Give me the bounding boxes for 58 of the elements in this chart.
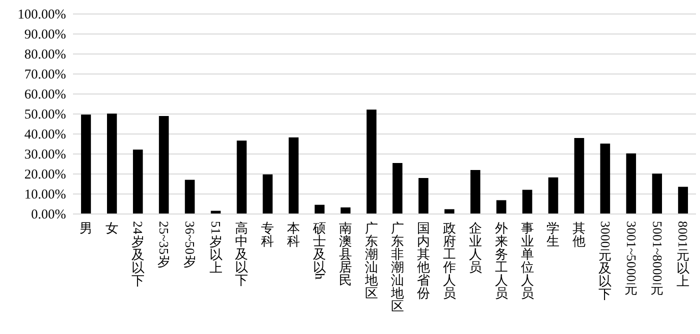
y-tick-label: 0.00%	[31, 206, 66, 222]
x-tick-label: 高中及以下	[235, 220, 248, 288]
y-tick-label: 80.00%	[24, 46, 66, 62]
bar	[470, 170, 480, 214]
x-tick-label: 外来务工人员	[494, 220, 508, 300]
bar	[132, 150, 143, 214]
y-tick-label: 10.00%	[24, 186, 66, 202]
bar	[418, 178, 428, 214]
bar	[522, 190, 532, 214]
x-tick-label: 24岁及以下	[130, 221, 146, 288]
bar	[107, 114, 117, 214]
category-label: 3001~5000元	[624, 221, 639, 296]
bar	[678, 186, 688, 214]
bar	[81, 114, 91, 214]
x-tick-label: 女	[105, 220, 118, 236]
x-tick-label: 政府工作人员	[442, 220, 456, 300]
bar	[496, 200, 506, 214]
y-tick-label: 40.00%	[24, 126, 66, 142]
x-tick-label: 南澳县居民	[339, 220, 352, 288]
category-label: 5001~8000元	[650, 221, 665, 296]
x-tick-label: 男	[79, 220, 92, 236]
bar	[444, 209, 454, 214]
y-tick-label: 50.00%	[24, 106, 66, 122]
bar	[626, 153, 636, 214]
x-tick-label: 事业单位人员	[520, 220, 534, 300]
bar	[288, 137, 299, 214]
bar	[574, 138, 584, 214]
x-tick-label: 硕士及以h	[312, 220, 328, 280]
x-tick-label: 本科	[287, 220, 300, 248]
x-tick-label: 25~35岁	[156, 221, 172, 270]
y-tick-label: 30.00%	[24, 146, 66, 162]
bar	[314, 204, 325, 214]
x-tick-label: 广东非潮汕地区	[390, 220, 404, 314]
x-tick-label: 3000元及以下	[598, 221, 613, 302]
bar	[392, 163, 402, 214]
x-tick-label: 8001元以上	[676, 221, 691, 288]
x-tick-label: 36~50岁	[182, 221, 198, 270]
y-tick-label: 90.00%	[24, 26, 66, 42]
bar	[548, 177, 558, 214]
x-tick-label: 其他	[572, 220, 586, 248]
x-tick-label: 企业人员	[468, 220, 482, 274]
y-tick-label: 20.00%	[24, 166, 66, 182]
bar	[366, 110, 376, 214]
x-tick-label: 国内其他省份	[416, 220, 430, 300]
bar	[158, 116, 169, 214]
bar	[340, 207, 350, 214]
bar	[262, 174, 273, 214]
x-tick-label: 广东潮汕地区	[364, 220, 378, 300]
bar	[236, 140, 247, 214]
x-tick-label: 学生	[546, 220, 560, 248]
bar	[184, 180, 195, 214]
x-tick-label: 51岁以上	[208, 221, 224, 275]
bar	[600, 144, 610, 214]
y-tick-label: 100.00%	[18, 6, 66, 22]
bar	[652, 174, 662, 214]
y-tick-label: 70.00%	[24, 66, 66, 82]
x-tick-label: 专科	[261, 220, 274, 248]
y-tick-label: 60.00%	[24, 86, 66, 102]
